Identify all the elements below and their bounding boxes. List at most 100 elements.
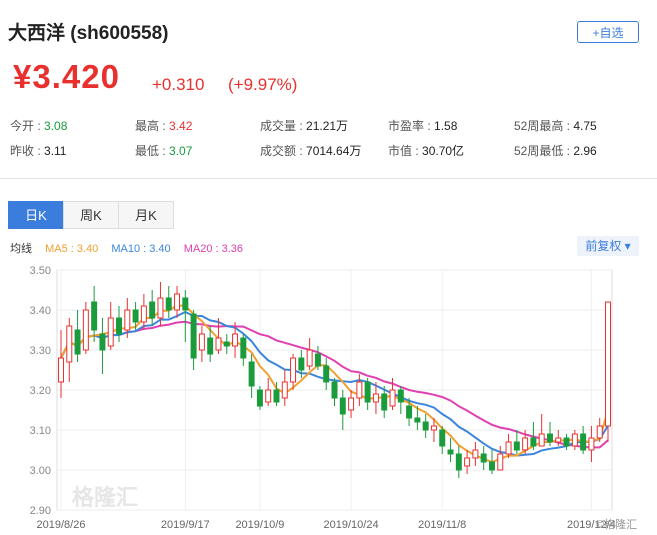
- candle-body: [240, 337, 247, 359]
- stat-market-cap: 市值 : 30.70亿: [388, 142, 464, 159]
- candle-body: [124, 309, 131, 331]
- candle-body: [414, 417, 421, 423]
- stat-label: 最高 :: [135, 119, 170, 133]
- stat-value: 1.58: [434, 119, 458, 133]
- stat-label: 52周最低 :: [514, 144, 574, 158]
- candle-body: [430, 425, 437, 431]
- y-tick-label: 3.50: [30, 265, 51, 277]
- y-tick-label: 3.40: [30, 305, 51, 317]
- candle-body: [265, 389, 272, 403]
- candle-body: [107, 317, 114, 347]
- stat-label: 昨收 :: [10, 144, 45, 158]
- candle-body: [232, 333, 239, 347]
- stat-value: 3.11: [44, 144, 67, 158]
- stat-value: 4.75: [573, 119, 597, 133]
- stat-label: 成交额 :: [260, 144, 307, 158]
- candle-body: [605, 301, 611, 427]
- y-tick-label: 2.90: [30, 505, 51, 517]
- stat-pe: 市盈率 : 1.58: [388, 117, 457, 134]
- candle-body: [91, 301, 98, 331]
- candle-body: [364, 381, 371, 403]
- stat-label: 今开 :: [10, 119, 45, 133]
- candle-body: [580, 433, 587, 451]
- stat-prev-close: 昨收 : 3.11: [10, 142, 66, 159]
- candle-body: [149, 301, 156, 319]
- candle-body: [588, 437, 595, 451]
- stat-label: 市值 :: [388, 144, 423, 158]
- period-tabs: 日K 周K 月K: [8, 201, 174, 229]
- candle-body: [140, 305, 147, 323]
- candle-body: [215, 337, 222, 351]
- candle-body: [538, 433, 545, 447]
- candle-body: [82, 309, 89, 351]
- candle-body: [464, 457, 471, 467]
- candle-body: [306, 349, 313, 367]
- candle-body: [314, 353, 321, 367]
- price-adjust-dropdown[interactable]: 前复权 ▾: [577, 236, 639, 256]
- x-tick-label: 2019/10/9: [235, 519, 284, 531]
- stat-52w-low: 52周最低 : 2.96: [514, 142, 597, 159]
- price-change: +0.310: [152, 75, 205, 94]
- x-tick-label: 2019/10/24: [324, 519, 379, 531]
- y-tick-label: 3.20: [30, 385, 51, 397]
- y-tick-label: 3.00: [30, 465, 51, 477]
- stock-title: 大西洋 (sh600558): [8, 23, 169, 44]
- candlestick-chart: 3.50 3.40 3.30 3.20 3.10 3.00 2.90 2019/8/26 201…: [30, 265, 638, 531]
- watermark-corner: ©格隆汇: [596, 517, 637, 531]
- watermark: 格隆汇: [72, 485, 138, 510]
- current-price: ¥3.420: [13, 58, 120, 95]
- candle-body: [356, 381, 363, 399]
- stat-value: 7014.64万: [306, 144, 362, 158]
- candle-body: [198, 333, 205, 351]
- ma5-legend: MA5 : 3.40: [45, 243, 99, 255]
- candle-body: [348, 397, 355, 411]
- candle-body: [389, 389, 396, 407]
- candle-body: [513, 441, 520, 451]
- candle-body: [331, 381, 338, 399]
- candle-body: [497, 453, 504, 471]
- tab-weekly-k[interactable]: 周K: [63, 201, 119, 229]
- price-change-percent: (+9.97%): [228, 75, 298, 94]
- candle-body: [248, 361, 255, 387]
- stat-high: 最高 : 3.42: [135, 117, 192, 134]
- candle-body: [99, 333, 106, 351]
- candle-body: [298, 357, 305, 371]
- candle-body: [323, 365, 330, 383]
- candle-body: [571, 433, 578, 447]
- candle-body: [472, 449, 479, 459]
- y-tick-label: 3.10: [30, 425, 51, 437]
- stat-label: 最低 :: [135, 144, 170, 158]
- candle-body: [447, 449, 454, 455]
- candle-body: [190, 313, 197, 359]
- stat-value: 3.42: [169, 119, 193, 133]
- stat-value: 2.96: [573, 144, 597, 158]
- candle-body: [397, 389, 404, 403]
- tab-daily-k[interactable]: 日K: [8, 201, 64, 229]
- stat-value: 3.07: [169, 144, 193, 158]
- tab-monthly-k[interactable]: 月K: [118, 201, 174, 229]
- candle-body: [480, 453, 487, 463]
- stat-label: 52周最高 :: [514, 119, 574, 133]
- candle-body: [174, 293, 181, 311]
- stat-volume: 成交量 : 21.21万: [260, 117, 348, 134]
- x-tick-label: 2019/11/8: [418, 519, 466, 531]
- stat-value: 30.70亿: [422, 144, 465, 158]
- candle-body: [546, 433, 553, 443]
- stat-value: 21.21万: [306, 119, 349, 133]
- stat-label: 市盈率 :: [388, 119, 435, 133]
- stat-value: 3.08: [44, 119, 68, 133]
- candle-body: [339, 397, 346, 415]
- candle-body: [132, 309, 139, 323]
- stat-label: 成交量 :: [260, 119, 307, 133]
- candle-body: [256, 389, 263, 407]
- stats-panel: 今开 : 3.08 昨收 : 3.11 最高 : 3.42 最低 : 3.07 …: [0, 114, 657, 164]
- stat-open: 今开 : 3.08: [10, 117, 67, 134]
- candle-body: [273, 389, 280, 403]
- ma-label: 均线: [10, 243, 32, 255]
- candle-body: [290, 357, 297, 383]
- add-favorite-button[interactable]: +自选: [577, 21, 639, 43]
- candle-body: [455, 453, 462, 471]
- candle-body: [157, 297, 164, 319]
- candle-body: [182, 297, 189, 311]
- ma20-legend: MA20 : 3.36: [183, 243, 244, 255]
